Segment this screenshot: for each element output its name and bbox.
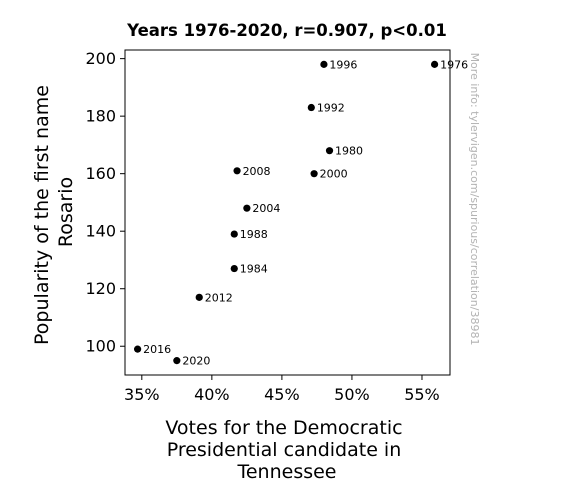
x-tick-label: 50% [334,385,370,404]
data-point [320,60,328,68]
data-point [230,230,238,238]
x-axis-label-line-3: Tennessee [236,461,336,483]
x-tick-label: 40% [194,385,230,404]
data-point [243,204,251,212]
y-axis-label-line-1: Popularity of the first name [31,85,53,345]
point-label: 2012 [205,291,233,304]
y-tick-label: 140 [85,222,116,241]
x-tick-label: 35% [124,385,160,404]
chart-title: Years 1976-2020, r=0.907, p<0.01 [126,21,447,40]
point-label: 2020 [182,355,210,368]
source-watermark: More info: tylervigen.com/spurious/corre… [468,53,481,346]
point-label: 1984 [240,263,268,276]
x-axis-label-line-2: Presidential candidate in [167,439,402,461]
data-point [195,293,203,301]
y-axis-label-line-2: Rosario [55,177,77,247]
plot-area [124,49,451,376]
y-tick-label: 120 [85,279,116,298]
x-tick-label: 45% [264,385,300,404]
data-point [325,147,334,155]
y-axis-ticks: 100 120 140 160 180 200 [85,49,125,356]
y-tick-label: 100 [85,337,116,356]
point-label: 1996 [329,58,357,71]
y-tick-label: 200 [85,49,116,68]
y-tick-label: 180 [85,107,116,126]
x-axis-label-line-1: Votes for the Democratic [165,417,402,439]
x-tick-label: 55% [404,385,440,404]
point-label: 1992 [317,102,345,115]
data-point [310,170,318,178]
data-point [233,167,241,175]
data-points: 1976 1980 1984 1988 1992 1996 2000 2004 2008 2012… [134,58,468,368]
y-tick-label: 160 [85,164,116,183]
data-point [307,103,315,112]
point-label: 2000 [320,168,348,181]
data-point [230,264,238,273]
point-label: 1976 [440,58,468,71]
point-label: 1988 [240,228,268,241]
point-label: 1980 [335,145,363,158]
point-label: 2008 [243,165,271,178]
x-axis-ticks: 35% 40% 45% 50% 55% [124,375,440,404]
point-label: 2016 [143,343,171,356]
point-label: 2004 [252,202,280,215]
data-point [134,345,142,353]
data-point [430,60,439,68]
y-axis-label: Popularity of the first name Rosario [31,79,77,345]
data-point [173,357,181,365]
x-axis-label: Votes for the Democratic Presidential ca… [165,417,408,483]
